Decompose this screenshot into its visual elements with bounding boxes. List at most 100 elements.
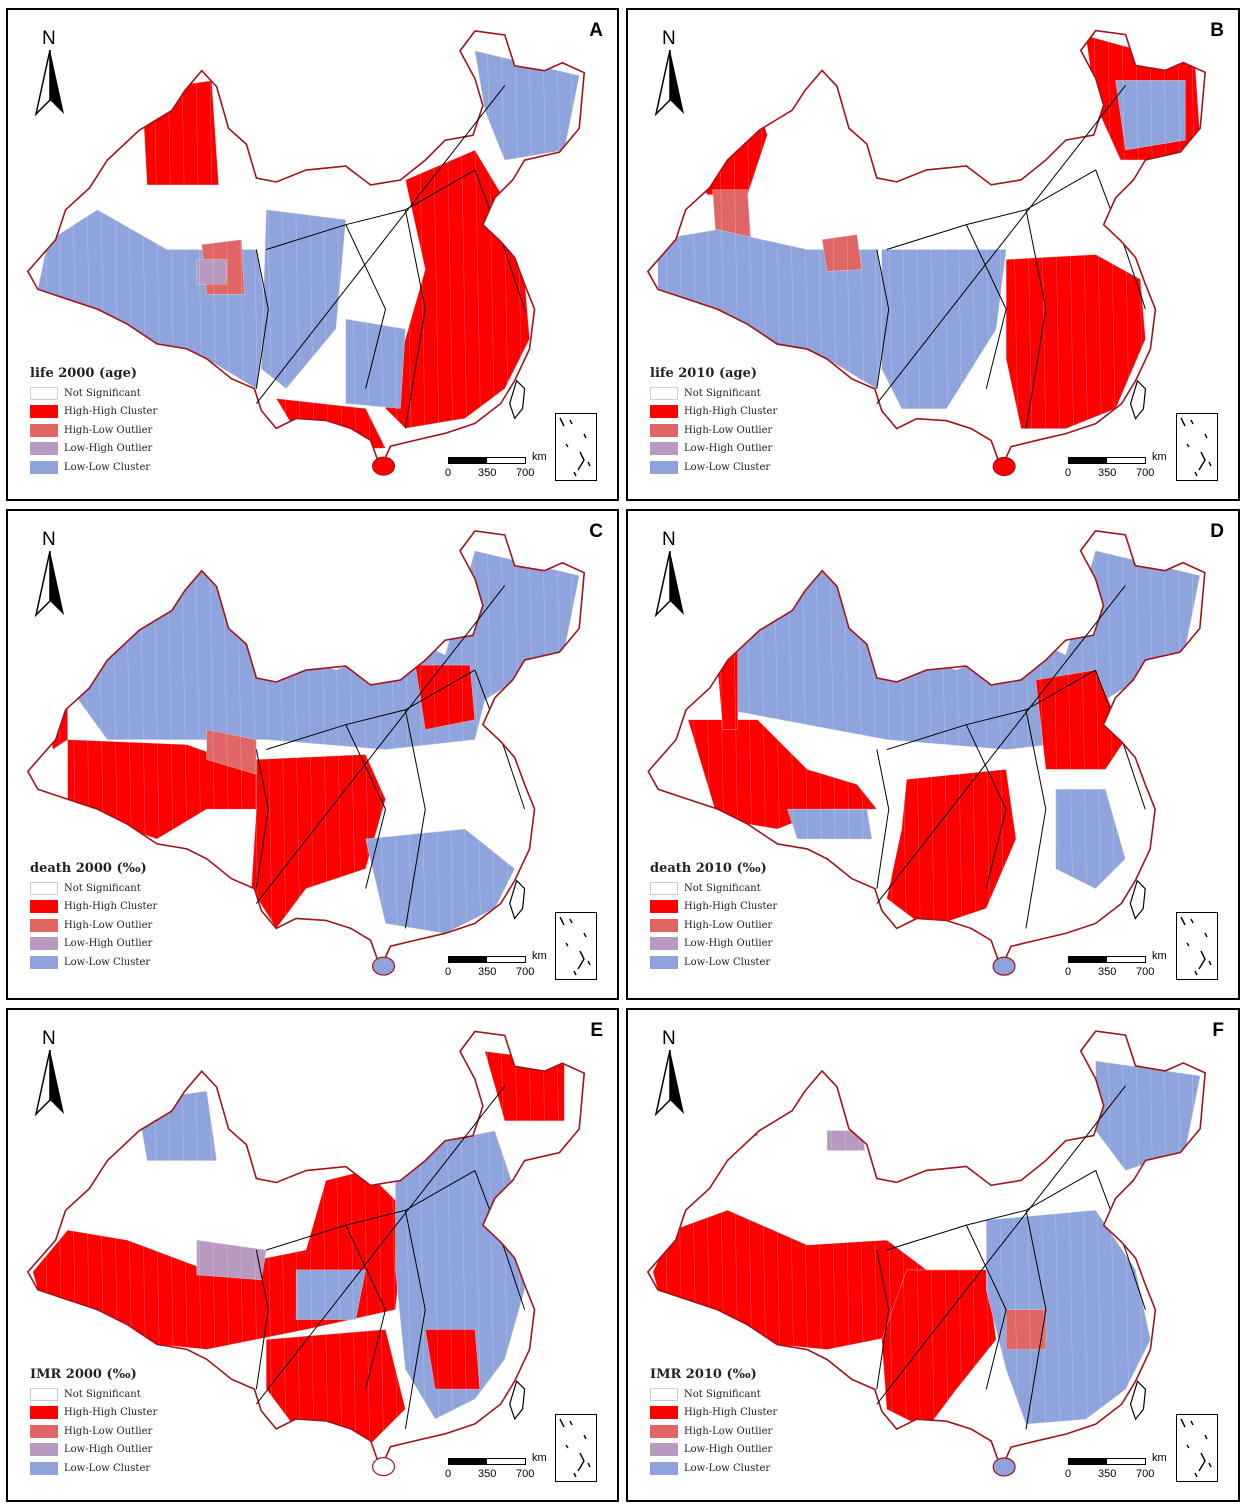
legend-item: Low-Low Cluster	[30, 1459, 157, 1478]
country-outline	[646, 1030, 1207, 1472]
hu-line	[255, 1085, 506, 1405]
legend-swatch	[650, 460, 678, 474]
north-arrow-icon	[654, 551, 684, 618]
north-label: N	[662, 1028, 676, 1049]
low-low-region	[295, 1269, 366, 1320]
legend-swatch	[650, 1461, 678, 1475]
legend-swatch	[30, 460, 58, 474]
hainan-island	[992, 1457, 1016, 1477]
legend-swatch	[30, 386, 58, 400]
scale-bar: km 0 350 700	[1065, 950, 1188, 982]
legend-label: Low-High Outlier	[684, 1444, 773, 1456]
legend-swatch	[650, 423, 678, 437]
legend-item: Low-High Outlier	[30, 1441, 157, 1460]
scale-tick-label: 700	[1136, 1468, 1155, 1480]
low-high-region	[196, 259, 227, 285]
panel-letter: A	[589, 20, 603, 41]
low-low-region	[345, 318, 406, 409]
scale-bar: km 0 350 700	[1065, 451, 1188, 483]
north-arrow-icon	[654, 50, 684, 117]
legend-label: High-Low Outlier	[684, 1425, 773, 1437]
legend-label: Low-Low Cluster	[64, 1462, 151, 1474]
north-arrow: N	[650, 1028, 690, 1118]
legend-item: High-High Cluster	[650, 1404, 777, 1423]
legend-label: High-Low Outlier	[684, 919, 773, 931]
scale-bar-graphic	[1068, 1458, 1146, 1465]
legend-item: Not Significant	[30, 1385, 157, 1404]
scale-tick-label: 700	[516, 966, 535, 978]
taiwan-island	[1129, 379, 1147, 420]
south-china-sea-inset	[555, 912, 597, 980]
legend-label: Low-High Outlier	[684, 938, 773, 950]
scale-tick-label: 0	[445, 966, 452, 978]
legend-label: Low-Low Cluster	[684, 956, 771, 968]
legend-item: Low-High Outlier	[650, 1441, 777, 1460]
legend-swatch	[30, 1387, 58, 1401]
low-low-region	[136, 1090, 217, 1161]
panel-letter: F	[1212, 1020, 1224, 1041]
scale-bar: km 0 350 700	[445, 950, 568, 982]
legend-swatch	[650, 937, 678, 951]
legend-item: Low-Low Cluster	[650, 458, 777, 477]
legend-swatch	[30, 900, 58, 914]
high-high-region	[971, 129, 1022, 161]
legend-label: High-Low Outlier	[684, 424, 773, 436]
low-low-region	[787, 808, 873, 840]
north-arrow: N	[30, 28, 70, 118]
legend-item: High-Low Outlier	[650, 1422, 777, 1441]
north-label: N	[42, 529, 56, 550]
legend-item: High-Low Outlier	[30, 1422, 157, 1441]
high-high-region	[727, 1110, 758, 1136]
legend-swatch	[30, 955, 58, 969]
scale-tick-label: 0	[445, 1468, 452, 1480]
map-legend: life 2010 (age) Not Significant High-High …	[650, 366, 777, 477]
country-outline	[647, 530, 1206, 971]
legend-item: Not Significant	[650, 1385, 777, 1404]
legend-title: life 2000 (age)	[30, 366, 138, 381]
map-panel-e: E N IMR 2000 (‰) Not Significant High-High …	[6, 1008, 619, 1502]
scale-tick-label: 350	[1098, 966, 1117, 978]
legend-swatch	[30, 1461, 58, 1475]
legend-item: High-Low Outlier	[30, 421, 157, 440]
legend-item: Low-Low Cluster	[30, 953, 157, 972]
legend-label: Low-High Outlier	[64, 443, 153, 455]
hainan-island	[372, 956, 396, 976]
scale-tick-label: 700	[516, 1468, 535, 1480]
legend-label: Low-High Outlier	[64, 1444, 153, 1456]
legend-swatch	[30, 1424, 58, 1438]
map-panel-f: F N IMR 2010 (‰) Not Significant High-High …	[626, 1008, 1240, 1502]
panel-letter: B	[1210, 20, 1224, 41]
scale-bar: km 0 350 700	[445, 1452, 568, 1484]
legend-label: Low-Low Cluster	[64, 461, 151, 473]
legend-item: High-Low Outlier	[650, 916, 777, 935]
legend-label: Not Significant	[64, 387, 141, 399]
legend-swatch	[30, 405, 58, 419]
scale-tick-label: 0	[1065, 1468, 1072, 1480]
scale-bar: km 0 350 700	[1065, 1452, 1188, 1484]
legend-item: Not Significant	[650, 384, 777, 403]
scale-bar-graphic	[448, 956, 526, 963]
high-high-region	[886, 769, 1017, 929]
map-legend: IMR 2000 (‰) Not Significant High-High Clu…	[30, 1367, 157, 1478]
scale-tick-label: 700	[1136, 966, 1155, 978]
legend-swatch	[650, 405, 678, 419]
low-low-region	[1115, 80, 1186, 151]
legend-item: High-Low Outlier	[650, 421, 777, 440]
north-arrow: N	[650, 28, 690, 118]
legend-swatch	[650, 1406, 678, 1420]
low-low-region	[67, 550, 580, 750]
hainan-island	[372, 456, 396, 476]
low-low-region	[1055, 789, 1126, 889]
low-low-region	[474, 50, 580, 161]
north-label: N	[42, 28, 56, 49]
legend-item: High-High Cluster	[650, 898, 777, 917]
legend-item: Not Significant	[30, 384, 157, 403]
legend-item: High-High Cluster	[650, 403, 777, 422]
legend-swatch	[650, 955, 678, 969]
legend-title: death 2010 (‰)	[650, 861, 767, 876]
choropleth-map	[647, 530, 1206, 976]
hu-line	[255, 585, 506, 904]
scale-tick-label: 700	[516, 467, 535, 479]
